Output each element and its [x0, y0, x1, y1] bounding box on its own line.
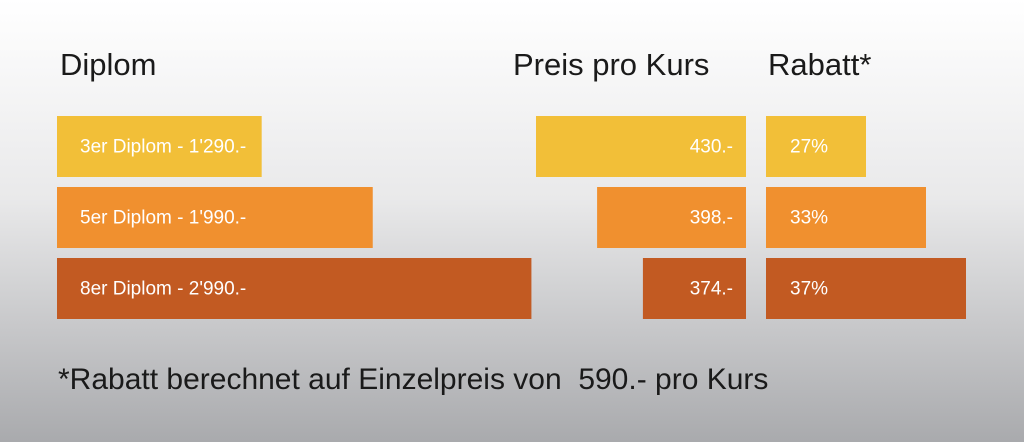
panel-title: Preis pro Kurs — [513, 47, 709, 82]
bar-label: 398.- — [690, 208, 733, 229]
panel-title: Diplom — [60, 47, 156, 82]
bar — [597, 187, 746, 248]
bar — [642, 258, 746, 319]
bar — [57, 116, 262, 177]
bar — [766, 258, 966, 319]
bar — [536, 116, 746, 177]
bar-label: 430.- — [690, 137, 733, 158]
bar — [57, 187, 373, 248]
bar-label: 374.- — [690, 279, 733, 300]
bar-label: 37% — [790, 279, 828, 300]
footnote: *Rabatt berechnet auf Einzelpreis von 59… — [58, 363, 768, 396]
bar-label: 33% — [790, 208, 828, 229]
panel-title: Rabatt* — [768, 47, 871, 82]
bar-label: 27% — [790, 137, 828, 158]
bar — [57, 258, 532, 319]
bar-label: 5er Diplom - 1'990.- — [80, 208, 246, 229]
bar-label: 3er Diplom - 1'290.- — [80, 137, 246, 158]
bar — [766, 187, 926, 248]
bar-label: 8er Diplom - 2'990.- — [80, 279, 246, 300]
bar — [766, 116, 866, 177]
